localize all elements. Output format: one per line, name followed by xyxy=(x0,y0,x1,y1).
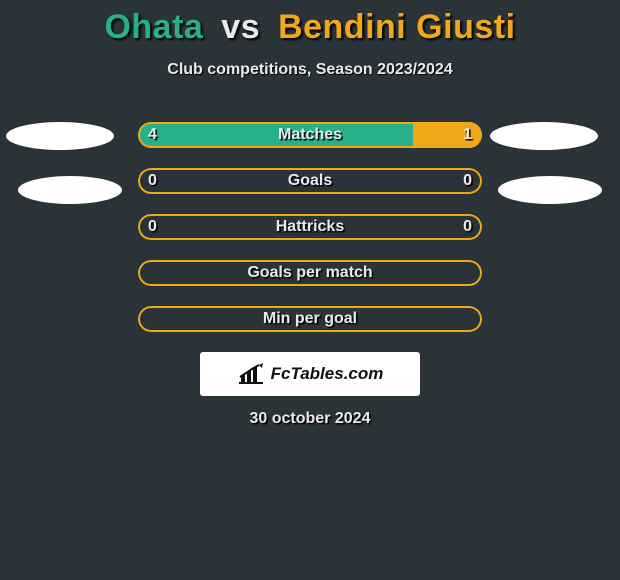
player-badge-ellipse xyxy=(498,176,602,204)
brand-text: FcTables.com xyxy=(271,364,384,384)
stat-bar-border xyxy=(138,168,482,194)
stat-bar-border xyxy=(138,260,482,286)
stat-value-left: 0 xyxy=(148,214,157,240)
stat-value-left: 4 xyxy=(148,122,157,148)
stat-value-right: 0 xyxy=(463,214,472,240)
player2-name: Bendini Giusti xyxy=(278,8,515,46)
comparison-title: Ohata vs Bendini Giusti xyxy=(0,0,620,47)
player-badge-ellipse xyxy=(490,122,598,150)
brand-badge: FcTables.com xyxy=(200,352,420,396)
stat-bar-track xyxy=(138,306,482,332)
date-text: 30 october 2024 xyxy=(0,410,620,428)
stat-row: Min per goal xyxy=(0,306,620,332)
player-badge-ellipse xyxy=(18,176,122,204)
stat-value-right: 1 xyxy=(463,122,472,148)
stat-value-right: 0 xyxy=(463,168,472,194)
player-badge-ellipse xyxy=(6,122,114,150)
brand-icon xyxy=(237,363,265,385)
title-vs: vs xyxy=(213,8,268,46)
stat-bar-border xyxy=(138,214,482,240)
stat-bar-track xyxy=(138,168,482,194)
stats-container: Matches41Goals00Hattricks00Goals per mat… xyxy=(0,122,620,352)
stat-row: Goals per match xyxy=(0,260,620,286)
stat-bar-track xyxy=(138,214,482,240)
stat-bar-border xyxy=(138,306,482,332)
stat-bar-track xyxy=(138,122,482,148)
stat-fill-left xyxy=(138,122,413,148)
player1-name: Ohata xyxy=(104,8,203,46)
stat-bar-track xyxy=(138,260,482,286)
subtitle: Club competitions, Season 2023/2024 xyxy=(0,61,620,79)
stat-value-left: 0 xyxy=(148,168,157,194)
stat-row: Hattricks00 xyxy=(0,214,620,240)
